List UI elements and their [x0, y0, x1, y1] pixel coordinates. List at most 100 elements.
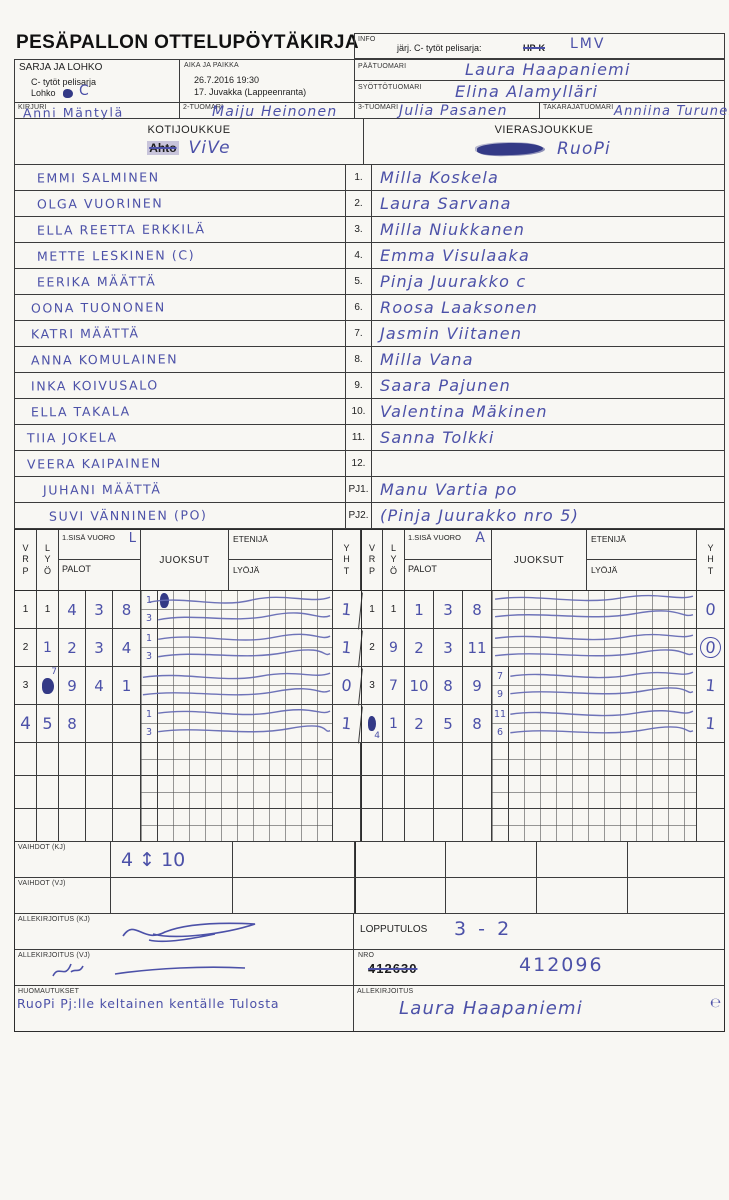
sarja-label: SARJA JA LOHKO	[19, 62, 103, 73]
palot-value: 5	[443, 714, 453, 733]
roster-row: JUHANI MÄÄTTÄ PJ1. Manu Vartia po	[14, 477, 725, 503]
lyo-value: 1	[44, 604, 51, 615]
home-player-name: VEERA KAIPAINEN	[26, 455, 162, 472]
stack-top: 7	[496, 670, 504, 682]
lohko-scribble	[63, 89, 73, 98]
aika-label: AIKA JA PAIKKA	[184, 62, 239, 69]
lyoja-header-left: LYÖJÄ	[233, 565, 260, 575]
away-player-name: Laura Sarvana	[380, 194, 512, 213]
info-handwritten: LMV	[570, 36, 606, 52]
away-player-name: (Pinja Juurakko nro 5)	[380, 506, 580, 525]
lineup-number: 6.	[354, 302, 363, 313]
home-player-name: JUHANI MÄÄTTÄ	[42, 481, 162, 498]
lohko-handwritten: C	[79, 83, 89, 99]
roster-row: ELLA TAKALA 10. Valentina Mäkinen	[14, 399, 725, 425]
lyoja-header-right: LYÖJÄ	[591, 565, 618, 575]
lineup-number: 8.	[354, 354, 363, 365]
palot-value: 10	[409, 676, 429, 695]
lineup-number: 2.	[354, 198, 363, 209]
info-printed-text: järj. C- tytöt pelisarja:	[397, 43, 482, 53]
away-player-name: Milla Koskela	[380, 168, 500, 187]
yht-value-circled: 0	[699, 636, 722, 659]
palot-value: 3	[94, 638, 104, 657]
strike-wave-lines	[494, 633, 694, 657]
lineup-number: 11.	[351, 432, 366, 443]
takaraja-handwritten: Anniina Turunen	[614, 104, 729, 119]
paatuomari-handwritten: Laura Haapaniemi	[465, 60, 631, 79]
home-team-name-handwritten: ViVe	[188, 138, 231, 158]
sarja-lohko-box: SARJA JA LOHKO C- tytöt pelisarja Lohko …	[14, 59, 180, 103]
stack-bottom: 3	[145, 727, 153, 739]
info-struck-text: HP-K	[523, 43, 545, 53]
home-team-struck-name: Ahto	[147, 141, 179, 155]
away-player-name: Roosa Laaksonen	[380, 298, 538, 317]
roster-row: TIIA JOKELA 11. Sanna Tolkki	[14, 425, 725, 451]
juoksut-header-right: JUOKSUT	[492, 530, 587, 590]
lyo-header-right: LYÖ	[389, 543, 397, 576]
lyo-header-left: LYÖ	[43, 543, 51, 576]
palot-value: 8	[121, 600, 132, 619]
vaihdot-kj-row: VAIHDOT (KJ) 4 ↕ 10	[15, 842, 724, 878]
strike-wave-lines	[158, 709, 331, 733]
lyo-value: 9	[389, 639, 398, 656]
takaraja-label: TAKARAJATUOMARI	[543, 104, 614, 111]
lineup-number: 12.	[351, 458, 366, 469]
palot-value: 3	[443, 600, 453, 619]
lineup-number: 4.	[354, 250, 363, 261]
palot-value: 1	[121, 676, 132, 695]
syottotuomari-label: SYÖTTÖTUOMARI	[358, 84, 422, 91]
roster-row: ELLA REETTA ERKKILÄ 3. Milla Niukkanen	[14, 217, 725, 243]
vrp-scribble	[368, 716, 376, 731]
vrp-header-right: VRP	[368, 543, 376, 576]
lineup-number: 1.	[354, 172, 363, 183]
roster-row: VEERA KAIPAINEN 12.	[14, 451, 725, 477]
tuomari3-label: 3-TUOMARI	[358, 104, 399, 111]
lyo-value: 1	[389, 715, 398, 732]
vaihdot-vj-label: VAIHDOT (VJ)	[18, 880, 66, 887]
lineup-number: 9.	[354, 380, 363, 391]
palot-value: 2	[414, 714, 424, 733]
sisavuoro-header-left: 1.SISÄ VUORO	[62, 533, 115, 542]
huomautukset-handwritten: RuoPi Pj:lle keltainen kentälle Tulosta	[17, 996, 280, 1011]
tuomari2-box: 2-TUOMARI Maiju Heinonen	[179, 102, 355, 120]
palot-value: 9	[67, 676, 77, 695]
palot-header-right: PALOT	[408, 564, 437, 574]
away-player-name: Milla Niukkanen	[380, 220, 526, 239]
sarja-line1: C- tytöt pelisarja	[31, 77, 97, 87]
lyo-scribble	[41, 677, 54, 694]
vrp-value: 3	[22, 680, 29, 691]
home-player-name: OLGA VUORINEN	[36, 195, 164, 212]
allekirjoitus-vj-label: ALLEKIRJOITUS (VJ)	[18, 952, 91, 959]
away-player-name: Jasmin Viitanen	[380, 324, 523, 343]
yht-value: 1	[340, 713, 353, 734]
away-player-name: Milla Vana	[380, 350, 474, 369]
sign-vj-row: ALLEKIRJOITUS (VJ) NRO 412630 412096	[15, 950, 724, 986]
vrp-value: 2	[369, 642, 375, 653]
strike-wave-lines	[142, 672, 331, 696]
vrp-value: 1	[22, 604, 29, 615]
yht-value: 1	[340, 637, 353, 658]
roster-row: METTE LESKINEN (C) 4. Emma Visulaaka	[14, 243, 725, 269]
vrp-header-left: VRP	[22, 543, 29, 576]
paatuomari-label: PÄÄTUOMARI	[358, 63, 407, 70]
stack-bottom: 3	[145, 613, 153, 625]
score-row-4: 4 5 8 1 3 1 4 1 2 5 8 11 6 1	[15, 703, 724, 744]
info-box: INFO järj. C- tytöt pelisarja: HP-K LMV	[354, 33, 725, 59]
syottotuomari-handwritten: Elina Alamylläri	[455, 82, 599, 101]
home-player-name: OONA TUONONEN	[30, 299, 166, 316]
roster-row: SUVI VÄNNINEN (PO) PJ2. (Pinja Juurakko …	[14, 503, 725, 529]
strike-wave-lines	[158, 633, 331, 658]
roster-row: ANNA KOMULAINEN 8. Milla Vana	[14, 347, 725, 373]
etenija-header-right: ETENIJÄ	[587, 530, 696, 560]
lineup-number: 7.	[354, 328, 363, 339]
roster-row: EERIKA MÄÄTTÄ 5. Pinja Juurakko c	[14, 269, 725, 295]
strike-wave-lines	[148, 596, 331, 621]
palot-value: 1	[414, 600, 424, 619]
nro-handwritten-value: 412096	[519, 954, 604, 976]
signatures-section: ALLEKIRJOITUS (KJ) LOPPUTULOS 3 - 2 ALLE…	[14, 914, 725, 986]
yht-value: 1	[704, 713, 717, 734]
lineup-number: PJ1.	[348, 484, 369, 495]
signature-kj-scribble	[122, 922, 256, 943]
home-player-name: EERIKA MÄÄTTÄ	[36, 273, 157, 290]
